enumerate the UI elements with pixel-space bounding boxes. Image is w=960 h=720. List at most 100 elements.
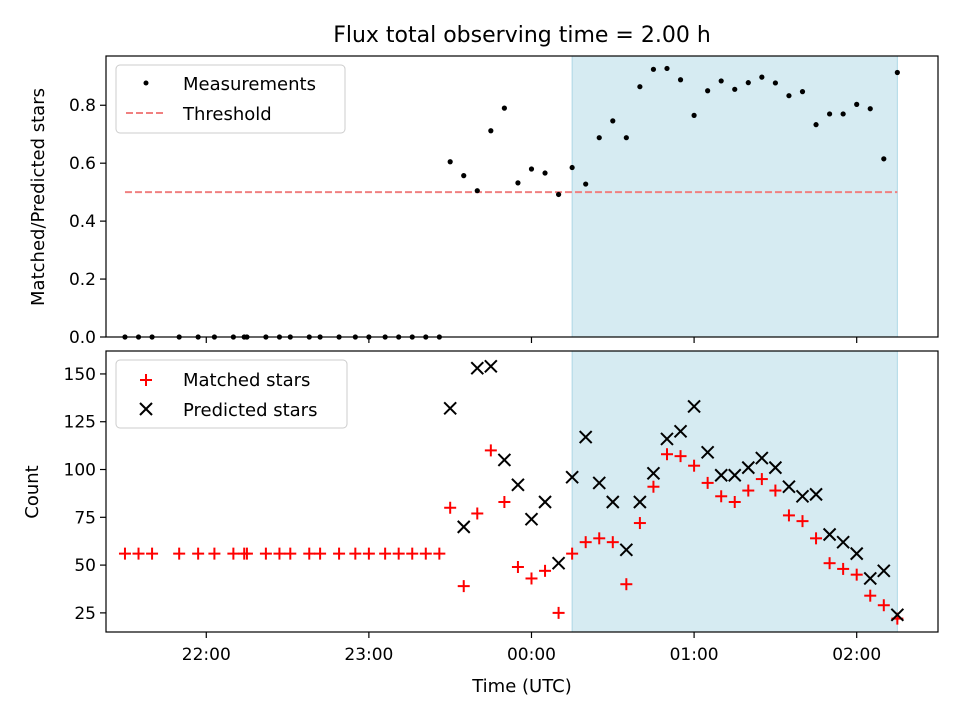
predicted-star-point <box>619 543 634 557</box>
matched-star-point <box>742 484 755 497</box>
legend-measurements-label: Measurements <box>183 74 316 95</box>
predicted-star-point <box>809 487 823 502</box>
highlight-span <box>571 350 898 633</box>
measurement-point <box>826 111 833 117</box>
top-y-ticks: 0.0 0.2 0.4 0.6 0.8 <box>69 96 106 348</box>
measurement-point <box>515 180 521 186</box>
predicted-star-point <box>768 460 783 475</box>
bottom-highlight-span <box>571 350 898 633</box>
matched-star-point <box>769 484 782 497</box>
matched-star-point <box>457 580 470 593</box>
top-y-axis-label: Matched/Predicted stars <box>28 88 49 306</box>
matched-star-point <box>810 532 823 545</box>
predicted-star-point <box>877 564 891 578</box>
matched-star-point <box>173 547 186 560</box>
measurement-point <box>501 105 507 111</box>
measurement-point <box>555 191 562 198</box>
matched-star-point <box>471 507 484 520</box>
predicted-star-point <box>755 451 769 465</box>
predicted-star-point <box>700 445 715 460</box>
highlight-span <box>571 55 898 338</box>
matched-star-point <box>782 509 795 522</box>
matched-star-point <box>392 547 405 560</box>
predicted-star-point <box>714 468 728 482</box>
matched-star-point <box>419 547 432 560</box>
measurement-point <box>650 66 657 72</box>
measurement-point <box>813 122 819 128</box>
matched-star-point <box>823 557 836 570</box>
legend-matched-label: Matched stars <box>183 370 310 391</box>
matched-star-point <box>273 547 286 560</box>
matched-star-point <box>333 547 346 560</box>
matched-star-point <box>647 480 660 493</box>
predicted-star-point <box>822 527 837 542</box>
predicted-star-point <box>511 478 525 492</box>
y-tick-label: 75 <box>74 508 96 528</box>
predicted-star-point <box>565 470 579 484</box>
matched-star-point <box>484 444 497 457</box>
x-axis-label: Time (UTC) <box>471 676 572 697</box>
x-tick-label: 01:00 <box>670 645 719 665</box>
predicted-star-point <box>592 476 606 490</box>
predicted-star-point <box>741 460 756 475</box>
matched-star-point <box>837 562 850 575</box>
y-tick-label: 0.0 <box>69 328 96 348</box>
measurement-point <box>759 74 765 80</box>
measurement-points <box>122 65 900 340</box>
top-x-ticks <box>205 337 858 343</box>
measurement-point <box>623 135 629 141</box>
matched-star-point <box>379 547 392 560</box>
matched-star-point <box>314 547 327 560</box>
predicted-star-point <box>633 495 647 509</box>
measurement-point <box>637 84 643 90</box>
matched-star-point <box>444 501 457 514</box>
measurement-point <box>677 77 684 83</box>
predicted-star-point <box>836 535 850 549</box>
matched-star-point <box>227 547 240 560</box>
measurement-point <box>447 159 453 165</box>
matched-star-point <box>511 561 524 574</box>
measurement-point <box>488 128 494 134</box>
matched-star-point <box>259 547 272 560</box>
bottom-legend: Matched stars Predicted stars <box>115 359 348 429</box>
matched-star-point <box>552 606 565 619</box>
matched-star-point <box>660 448 673 461</box>
matched-star-point <box>688 459 701 472</box>
y-tick-label: 100 <box>64 461 96 481</box>
matched-star-point <box>132 547 145 560</box>
measurement-point <box>732 86 738 92</box>
matched-star-point <box>539 564 552 577</box>
matched-star-point <box>146 547 159 560</box>
predicted-star-point <box>470 361 484 375</box>
measurement-point <box>745 80 751 86</box>
predicted-star-point <box>646 466 661 481</box>
measurement-point <box>583 181 589 187</box>
matched-star-point <box>498 496 511 509</box>
predicted-star-point <box>782 480 796 494</box>
predicted-stars-points <box>443 359 905 622</box>
top-axes-frame <box>105 55 939 338</box>
measurement-point <box>894 69 900 76</box>
predicted-star-point <box>443 401 457 416</box>
bottom-legend-box <box>115 359 348 429</box>
matched-star-point <box>877 599 890 612</box>
y-tick-label: 50 <box>74 556 96 576</box>
top-legend: Measurements Threshold <box>115 64 346 134</box>
predicted-star-point <box>687 399 701 414</box>
matched-star-point <box>620 578 633 591</box>
predicted-star-point <box>551 556 566 570</box>
measurement-point <box>786 93 792 99</box>
matched-star-point <box>433 547 446 560</box>
measurement-point <box>799 89 806 95</box>
predicted-star-point <box>890 608 905 622</box>
matched-star-point <box>755 473 768 486</box>
legend-predicted-marker <box>139 402 153 416</box>
legend-predicted-label: Predicted stars <box>183 400 317 421</box>
top-legend-box <box>115 64 346 134</box>
predicted-star-point <box>497 453 512 467</box>
predicted-star-point <box>728 468 742 482</box>
matched-star-point <box>240 547 253 560</box>
legend-matched-marker <box>140 374 152 386</box>
measurement-point <box>772 80 778 86</box>
